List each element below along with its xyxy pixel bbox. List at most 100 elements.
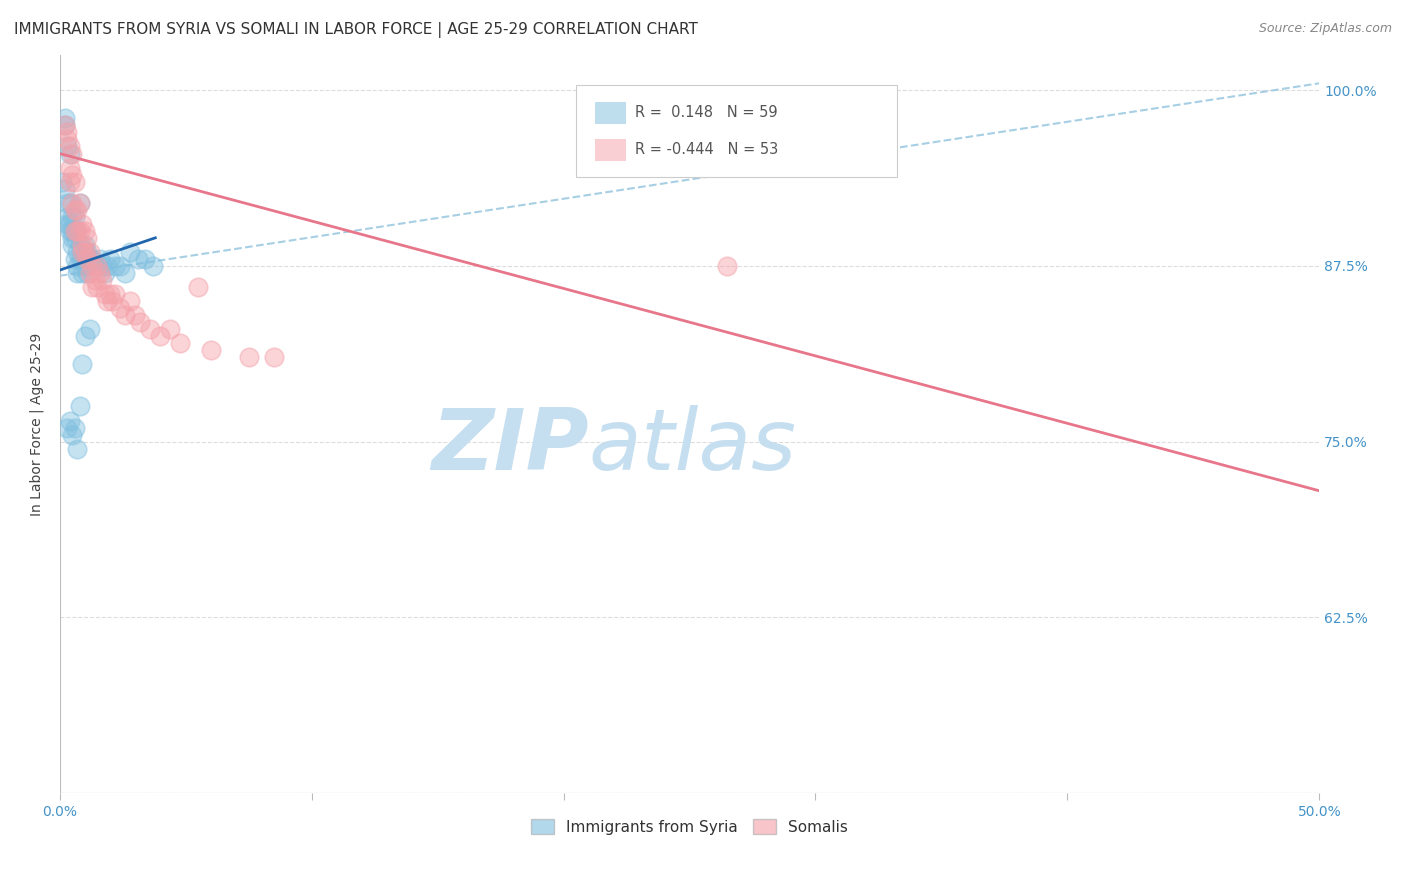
Point xyxy=(53,181,76,195)
Point xyxy=(120,294,142,309)
Point xyxy=(104,287,127,301)
Point xyxy=(91,259,114,273)
Point xyxy=(101,294,124,309)
Point xyxy=(73,238,96,252)
Point xyxy=(56,125,79,139)
Point xyxy=(60,195,83,210)
Point xyxy=(73,244,96,259)
Text: atlas: atlas xyxy=(589,405,797,488)
Point xyxy=(114,266,136,280)
Point xyxy=(83,259,105,273)
Point xyxy=(79,322,101,336)
Point xyxy=(59,224,82,238)
Text: R =  0.148   N = 59: R = 0.148 N = 59 xyxy=(636,105,778,120)
Point xyxy=(63,420,86,434)
Point xyxy=(63,224,86,238)
Point xyxy=(129,315,152,329)
Point xyxy=(59,146,82,161)
Point xyxy=(66,259,89,273)
Point xyxy=(91,273,114,287)
Point xyxy=(83,273,105,287)
Point xyxy=(56,132,79,146)
Point xyxy=(60,238,83,252)
Point xyxy=(108,259,131,273)
Point xyxy=(79,252,101,266)
Point xyxy=(108,301,131,315)
FancyBboxPatch shape xyxy=(595,138,627,161)
Point xyxy=(96,294,118,309)
Y-axis label: In Labor Force | Age 25-29: In Labor Force | Age 25-29 xyxy=(30,333,44,516)
Point xyxy=(169,336,191,351)
Point xyxy=(238,351,260,365)
Point xyxy=(59,161,82,175)
Point xyxy=(53,112,76,126)
Point xyxy=(94,287,117,301)
Point xyxy=(69,400,91,414)
Point xyxy=(63,175,86,189)
Point xyxy=(53,119,76,133)
Point xyxy=(76,244,98,259)
Point xyxy=(73,224,96,238)
Point xyxy=(98,252,121,266)
Point xyxy=(63,224,86,238)
Point xyxy=(53,119,76,133)
FancyBboxPatch shape xyxy=(576,85,897,177)
Point xyxy=(69,238,91,252)
Point xyxy=(63,231,86,245)
Point xyxy=(124,308,146,322)
Point xyxy=(59,139,82,153)
Point xyxy=(89,252,111,266)
Point xyxy=(86,259,108,273)
Point xyxy=(94,266,117,280)
Point xyxy=(159,322,181,336)
Point xyxy=(200,343,222,358)
Point xyxy=(82,252,104,266)
Point xyxy=(66,224,89,238)
Point xyxy=(70,217,93,231)
Point xyxy=(51,175,73,189)
Point xyxy=(79,266,101,280)
Point xyxy=(66,442,89,456)
Point xyxy=(70,238,93,252)
Point xyxy=(76,231,98,245)
Point xyxy=(66,266,89,280)
Point xyxy=(120,244,142,259)
Point xyxy=(63,202,86,217)
Point xyxy=(56,217,79,231)
Point xyxy=(60,427,83,442)
Point xyxy=(1384,723,1406,737)
Text: IMMIGRANTS FROM SYRIA VS SOMALI IN LABOR FORCE | AGE 25-29 CORRELATION CHART: IMMIGRANTS FROM SYRIA VS SOMALI IN LABOR… xyxy=(14,22,697,38)
Point xyxy=(69,224,91,238)
Point xyxy=(104,259,127,273)
Point xyxy=(60,231,83,245)
Point xyxy=(60,168,83,182)
Point xyxy=(69,195,91,210)
Point xyxy=(66,244,89,259)
Point xyxy=(59,195,82,210)
Point xyxy=(70,244,93,259)
Point xyxy=(70,252,93,266)
Point xyxy=(76,266,98,280)
Point xyxy=(716,259,738,273)
Point xyxy=(89,266,111,280)
Point xyxy=(114,308,136,322)
Point xyxy=(56,210,79,224)
Point xyxy=(60,210,83,224)
Point xyxy=(56,420,79,434)
Point xyxy=(98,287,121,301)
Point xyxy=(69,252,91,266)
Point xyxy=(59,217,82,231)
Point xyxy=(70,266,93,280)
Point xyxy=(60,146,83,161)
Point xyxy=(59,175,82,189)
Text: ZIP: ZIP xyxy=(432,405,589,488)
Point xyxy=(127,252,149,266)
Point xyxy=(59,413,82,427)
Point xyxy=(82,259,104,273)
Point xyxy=(96,259,118,273)
Point xyxy=(139,322,162,336)
Legend: Immigrants from Syria, Somalis: Immigrants from Syria, Somalis xyxy=(524,813,855,840)
Text: R = -0.444   N = 53: R = -0.444 N = 53 xyxy=(636,142,779,157)
Point xyxy=(63,210,86,224)
FancyBboxPatch shape xyxy=(595,102,627,124)
